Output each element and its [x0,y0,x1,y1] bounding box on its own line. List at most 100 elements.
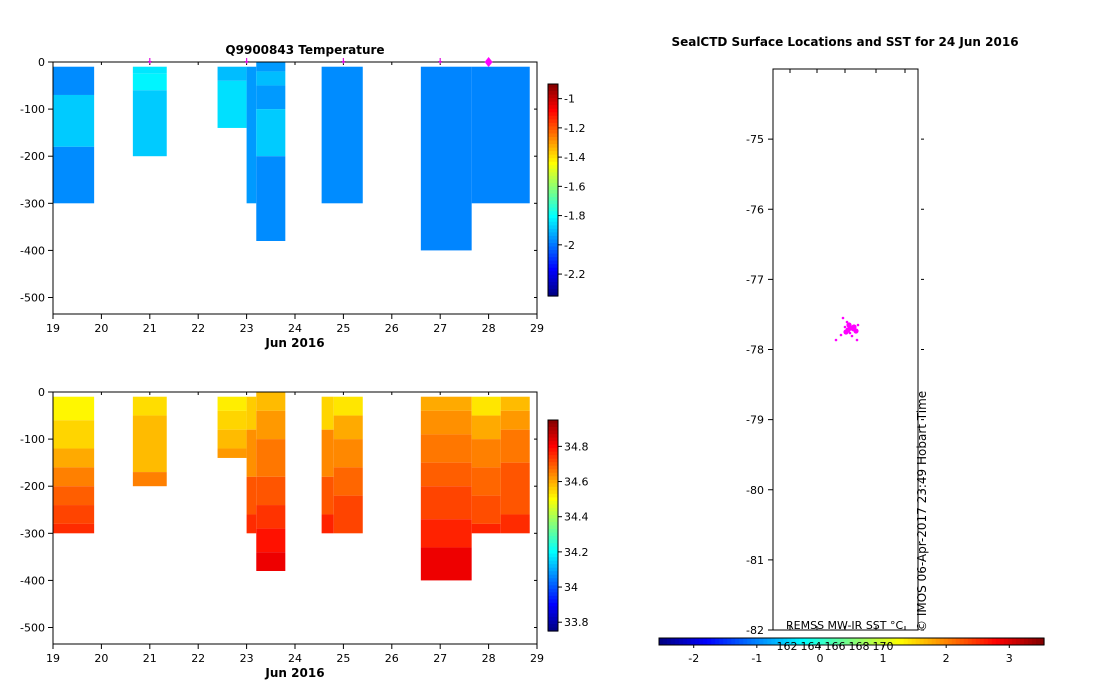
sst-colorbar-segment-73 [947,638,953,645]
sst-colorbar-segment-60 [895,638,901,645]
profile-2-cell-3 [132,472,167,487]
profile-9-cell-5 [471,495,501,524]
y-tick-label--500: -500 [20,622,45,635]
sst-colorbar-segment-87 [1003,638,1009,645]
colorbar-segment-11 [548,119,558,124]
colorbar-segment-25 [548,504,558,509]
colorbar-segment-8 [548,108,558,113]
colorbar-segment-20 [548,486,558,491]
colorbar-segment-39 [548,553,558,558]
profile-1-cell-1 [53,66,95,95]
sst-colorbar-segment-81 [979,638,985,645]
sst-colorbar-segment-2 [663,638,668,645]
profile-3-cell-1 [217,66,247,81]
x-axis-label: Jun 2016 [264,336,324,350]
sst-colorbar-segment-4 [671,638,676,645]
profile-1-cell-7 [53,523,95,534]
profile-8-cell-5 [420,486,472,520]
sst-colorbar-segment-56 [879,638,885,645]
sst-colorbar-segment-22 [743,638,748,645]
map-y-tick-label--81: -81 [746,554,764,567]
colorbar-segment-13 [548,126,558,131]
colorbar-segment-34 [548,200,558,205]
profile-7-cell-1 [333,396,363,416]
sst-colorbar-segment-32 [783,638,788,645]
seal-location-dot [855,338,859,342]
colorbar-segment-32 [548,193,558,198]
colorbar-segment-41 [548,225,558,230]
profile-4-cell-2 [246,429,257,477]
profile-6-cell-4 [321,514,334,534]
sst-label: REMSS MW-IR SST °C [786,619,904,632]
colorbar-segment-41 [548,560,558,565]
sst-colorbar-segment-64 [911,638,917,645]
salinity-panel: 19 20 21 22 23 24 25 26 27 28 29 Jun 2016 0 -100 -200 -… [20,386,588,680]
profile-6-cell-1 [321,396,334,430]
profile-5-cell-4 [256,476,286,506]
profile-10-cell-3 [500,429,530,463]
seal-location-dot [834,338,838,342]
sst-colorbar-segment-44 [831,638,837,645]
colorbar-segment-49 [548,588,558,593]
colorbar-segment-55 [548,274,558,279]
profile-3-cell-4 [217,448,247,458]
sst-colorbar-segment-31 [779,638,784,645]
sst-tick-label-1: 1 [880,652,887,665]
colorbar-segment-37 [548,546,558,551]
profile-marker-head-21 [147,61,152,64]
colorbar-segment-29 [548,518,558,523]
sst-colorbar-segment-12 [703,638,708,645]
colorbar-segment-24 [548,165,558,170]
map-panel: SealCTD Surface Locations and SST for 24… [671,35,1018,637]
colorbar-segment-57 [548,281,558,286]
sst-colorbar-segment-79 [971,638,977,645]
x-tick-label-22: 22 [191,322,205,335]
seal-location-dot [845,320,849,324]
credit-text: © IMOS 06-Apr-2017 23:49 Hobart Time [915,391,929,632]
profile-7-cell-5 [333,495,363,534]
profile-3-cell-3 [217,429,247,449]
colorbar-segment-11 [548,455,558,460]
profile-8-cell-1 [420,396,472,411]
sst-colorbar-segment-28 [767,638,772,645]
profile-1-cell-3 [53,448,95,468]
colorbar-segment-45 [548,574,558,579]
sst-colorbar-segment-9 [691,638,696,645]
x-tick-label-29: 29 [530,652,544,665]
profile-2-cell-2 [132,73,167,91]
colorbar-segment-1 [548,84,558,89]
profile-5-cell-2 [256,410,286,440]
sst-colorbar-segment-26 [759,638,764,645]
colorbar-tick-label--1: -1 [564,93,575,106]
profile-4-cell-1 [246,396,257,430]
map-y-tick-label--79: -79 [746,414,764,427]
sst-colorbar-segment-42 [823,638,829,645]
seal-location-dot [856,323,860,327]
map-y-tick-label--80: -80 [746,484,764,497]
colorbar-segment-56 [548,278,558,283]
sst-colorbar-segment-96 [1039,638,1045,645]
map-title: SealCTD Surface Locations and SST for 24… [671,35,1018,49]
colorbar-tick-label--2: -2 [564,239,575,252]
colorbar-segment-21 [548,490,558,495]
x-tick-label-27: 27 [433,322,447,335]
profile-marker-head-25 [341,61,346,64]
sst-colorbar-segment-67 [923,638,929,645]
colorbar-segment-48 [548,250,558,255]
profile-4-cell-3 [246,476,257,515]
colorbar-tick-label-33.8: 33.8 [564,616,589,629]
x-tick-label-25: 25 [336,322,350,335]
y-tick-label-0: 0 [38,56,45,69]
sst-colorbar-segment-11 [699,638,704,645]
y-tick-label--100: -100 [20,433,45,446]
sst-colorbar-segment-49 [851,638,857,645]
colorbar-segment-48 [548,585,558,590]
profile-5-cell-5 [256,505,286,529]
colorbar-segment-14 [548,465,558,470]
y-tick-label--300: -300 [20,197,45,210]
colorbar-tick-label-34.4: 34.4 [564,511,589,524]
sst-colorbar-segment-15 [715,638,720,645]
colorbar-segment-37 [548,211,558,216]
sst-colorbar-segment-70 [935,638,941,645]
